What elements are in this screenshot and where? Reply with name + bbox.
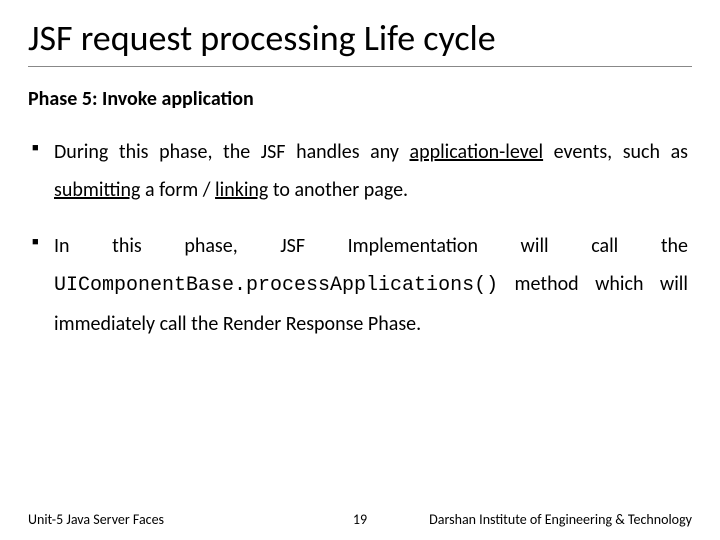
text-underline: application-level (409, 140, 543, 164)
footer-page-number: 19 (353, 511, 367, 528)
bullet-list: During this phase, the JSF handles any a… (28, 133, 692, 343)
bullet-item: During this phase, the JSF handles any a… (32, 133, 688, 209)
slide-subtitle: Phase 5: Invoke application (28, 87, 692, 111)
slide-footer: Unit-5 Java Server Faces 19 Darshan Inst… (0, 511, 720, 528)
slide-title: JSF request processing Life cycle (28, 16, 692, 67)
text-span: During this phase, the JSF handles any (54, 140, 409, 164)
text-span: events, such as (554, 140, 688, 164)
text-underline: linking (215, 178, 268, 202)
text-span: In this phase, JSF Implementation will c… (54, 234, 688, 258)
text-span: a form / (145, 178, 215, 202)
bullet-item: In this phase, JSF Implementation will c… (32, 227, 688, 343)
footer-right: Darshan Institute of Engineering & Techn… (429, 511, 692, 528)
text-span: to another page. (273, 178, 408, 202)
code-span: UIComponentBase.processApplications() (54, 274, 498, 297)
slide-container: JSF request processing Life cycle Phase … (0, 0, 720, 540)
text-underline: submitting (54, 178, 140, 202)
footer-left: Unit-5 Java Server Faces (28, 511, 164, 528)
